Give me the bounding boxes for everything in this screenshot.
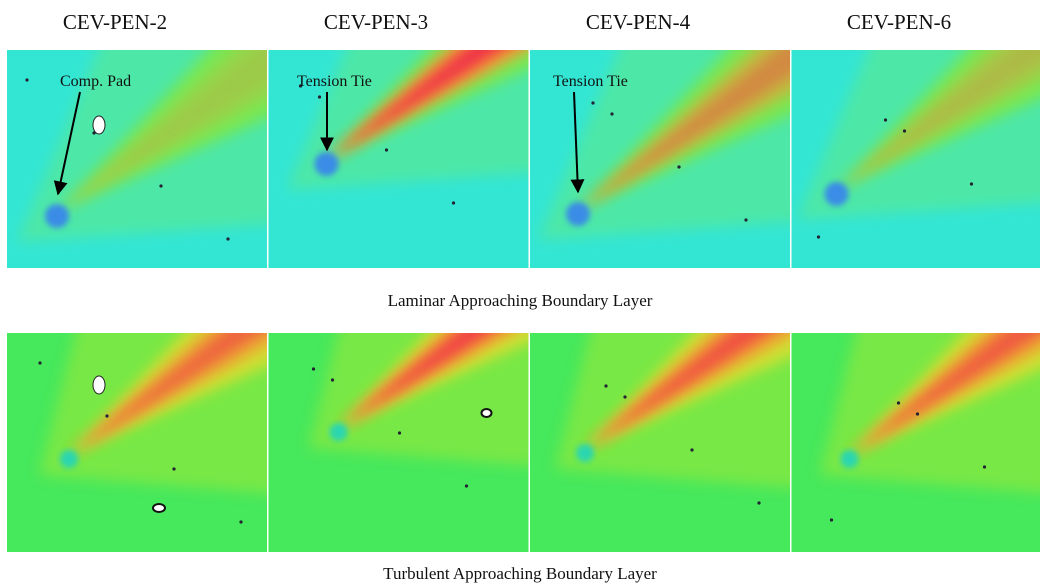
flow-panel [791, 333, 1040, 552]
speck [915, 412, 920, 416]
model-base [329, 423, 348, 441]
annotation-arrow [570, 91, 585, 194]
flow-panel [530, 333, 790, 552]
model-base [314, 152, 339, 176]
speck [152, 503, 166, 513]
wake-core [57, 50, 267, 212]
speck [384, 148, 389, 152]
speck [226, 237, 230, 241]
annotation: Comp. Pad [60, 73, 131, 90]
speck [92, 131, 96, 135]
speck [159, 184, 163, 188]
labels: CEV-PEN-2 CEV-PEN-3 CEV-PEN-4 CEV-PEN-6 … [53, 10, 951, 583]
speck [610, 112, 614, 116]
speck [105, 414, 109, 418]
wake-core [849, 333, 1040, 455]
model-base [566, 202, 590, 226]
wake-core [585, 333, 771, 449]
speck [829, 518, 834, 522]
wake-mid [69, 333, 267, 455]
speck [690, 448, 694, 452]
speck [330, 378, 335, 382]
column-title: CEV-PEN-2 [63, 10, 167, 34]
speck [982, 465, 987, 469]
row-caption: Turbulent Approaching Boundary Layer [383, 564, 657, 583]
flow-panel [791, 50, 1040, 268]
speck [451, 201, 456, 205]
flow-panel [530, 50, 790, 268]
wake-core [326, 50, 502, 160]
model-base [60, 450, 78, 468]
annotation-arrow [53, 91, 81, 196]
flow-panel [268, 333, 529, 552]
row-caption: Laminar Approaching Boundary Layer [388, 291, 653, 310]
annotation: Tension Tie [297, 73, 372, 90]
speck [623, 395, 627, 399]
speck [757, 501, 761, 505]
speck [677, 165, 681, 169]
wake-outer [338, 333, 529, 428]
flow-panel [7, 333, 267, 552]
speck [464, 484, 469, 488]
speck [591, 101, 595, 105]
wake-core [338, 333, 491, 428]
wake-core [69, 333, 264, 455]
speck [397, 431, 402, 435]
speck [604, 384, 608, 388]
wake-mid [338, 333, 513, 428]
flow-panel [7, 50, 267, 268]
model-base [576, 444, 594, 462]
model-base [45, 204, 69, 228]
speck [311, 367, 316, 371]
speck [239, 520, 243, 524]
column-title: CEV-PEN-4 [586, 10, 691, 34]
speck [969, 182, 974, 186]
speck [92, 115, 106, 135]
column-title: CEV-PEN-6 [847, 10, 951, 34]
speck [902, 129, 907, 133]
model-base [824, 182, 849, 206]
speck [816, 235, 821, 239]
wake-mid [585, 333, 790, 449]
wake-outer [326, 50, 529, 160]
wake-core [836, 50, 1040, 190]
speck [744, 218, 748, 222]
speck [298, 84, 303, 88]
speck [896, 401, 901, 405]
speck [92, 375, 106, 395]
panels [7, 50, 1040, 552]
speck [480, 408, 493, 418]
flow-panel [268, 50, 529, 268]
model-base [840, 450, 859, 468]
column-title: CEV-PEN-3 [324, 10, 428, 34]
wake-core [578, 50, 790, 210]
speck [883, 118, 888, 122]
speck [25, 78, 29, 82]
speck [172, 467, 176, 471]
speck [317, 95, 322, 99]
wake-mid [326, 50, 528, 160]
annotation: Tension Tie [553, 73, 628, 90]
speck [38, 361, 42, 365]
